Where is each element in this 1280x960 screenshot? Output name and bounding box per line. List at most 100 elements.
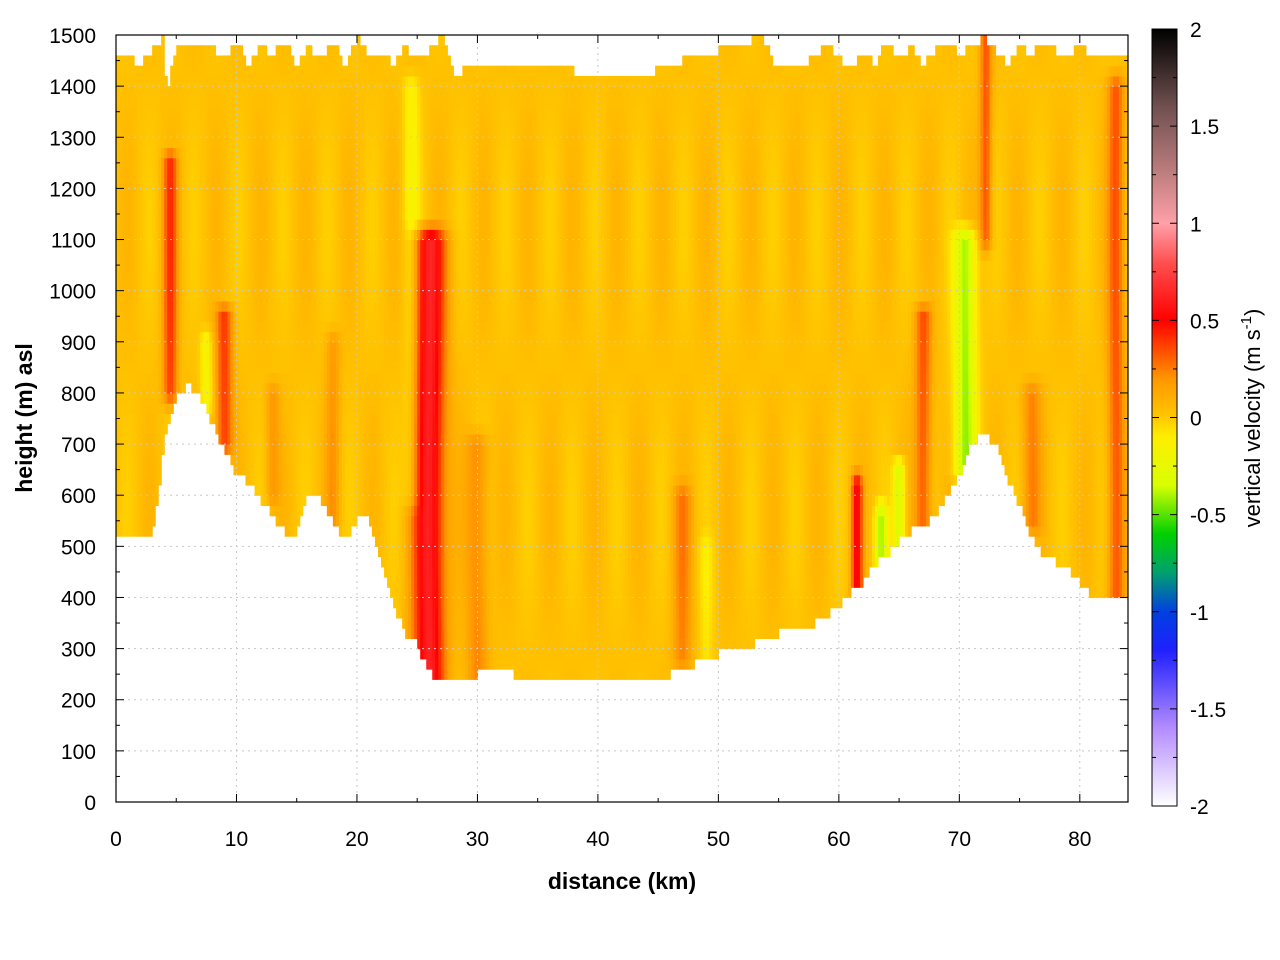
heat-cell	[441, 403, 445, 414]
heat-cell	[414, 290, 418, 302]
heat-cell	[320, 423, 325, 435]
heat-cell	[402, 607, 406, 619]
heat-cell	[146, 65, 150, 77]
heat-cell	[215, 75, 219, 87]
heat-cell	[359, 55, 364, 67]
heat-cell	[185, 157, 189, 169]
heat-cell	[272, 65, 277, 77]
heat-cell	[287, 352, 292, 363]
heat-cell	[125, 352, 129, 363]
heat-cell	[335, 239, 340, 251]
heat-cell	[281, 229, 286, 241]
heat-cell	[423, 566, 427, 578]
heat-cell	[158, 433, 162, 445]
heat-cell	[212, 311, 216, 322]
heat-cell	[426, 454, 430, 466]
heat-cell	[254, 86, 259, 97]
heat-cell	[299, 341, 304, 353]
heat-cell	[332, 259, 337, 271]
heat-cell	[158, 341, 162, 353]
heat-cell	[429, 587, 433, 599]
heat-cell	[242, 300, 247, 312]
heat-cell	[432, 219, 436, 230]
heat-cell	[347, 65, 352, 77]
heat-cell	[248, 198, 253, 210]
heat-cell	[296, 474, 301, 486]
heat-cell	[191, 167, 195, 179]
heat-cell	[414, 362, 418, 374]
heat-cell	[438, 352, 442, 363]
heat-cell	[399, 290, 403, 302]
heat-cell	[164, 96, 168, 108]
heat-cell	[335, 362, 340, 374]
heat-cell	[143, 433, 147, 445]
heat-cell	[311, 331, 316, 343]
heat-cell	[402, 219, 406, 230]
heat-cell	[381, 147, 385, 159]
heat-cell	[239, 45, 244, 57]
heat-cell	[305, 300, 310, 312]
heat-cell	[155, 167, 159, 179]
heat-cell	[290, 484, 295, 496]
heat-cell	[281, 433, 286, 445]
heat-cell	[396, 454, 400, 466]
heat-cell	[125, 515, 129, 527]
heat-cell	[284, 341, 289, 353]
heat-cell	[350, 178, 355, 189]
heat-cell	[269, 300, 274, 312]
heat-cell	[260, 229, 265, 241]
heat-cell	[203, 249, 207, 261]
heat-cell	[323, 331, 328, 343]
heat-cell	[254, 157, 259, 169]
heat-cell	[341, 433, 346, 445]
heat-cell	[275, 178, 280, 189]
heat-cell	[119, 127, 123, 138]
heat-cell	[188, 75, 192, 87]
heat-cell	[215, 290, 219, 302]
heat-cell	[399, 198, 403, 210]
heat-cell	[260, 341, 265, 353]
heat-cell	[323, 454, 328, 466]
heat-cell	[293, 505, 298, 517]
heat-cell	[158, 116, 162, 128]
heat-cell	[161, 290, 165, 302]
heat-cell	[287, 484, 292, 496]
heat-cell	[155, 341, 159, 353]
heat-cell	[393, 259, 397, 271]
heat-cell	[362, 382, 367, 394]
heat-cell	[393, 249, 397, 261]
heat-cell	[290, 259, 295, 271]
heat-cell	[230, 188, 235, 200]
heat-cell	[393, 413, 397, 425]
heat-cell	[426, 341, 430, 353]
heat-cell	[266, 474, 271, 486]
heat-cell	[390, 219, 394, 230]
heat-cell	[269, 259, 274, 271]
heat-cell	[326, 75, 331, 87]
heat-cell	[236, 403, 241, 414]
heat-cell	[278, 86, 283, 97]
heat-cell	[188, 352, 192, 363]
heat-cell	[341, 341, 346, 353]
heat-cell	[320, 341, 325, 353]
heat-cell	[390, 382, 394, 394]
heat-cell	[281, 331, 286, 343]
heat-cell	[441, 372, 445, 384]
heat-cell	[119, 75, 123, 87]
heat-cell	[350, 45, 355, 57]
heat-cell	[248, 270, 253, 282]
heat-cell	[209, 55, 213, 67]
heat-cell	[185, 45, 189, 57]
heat-cell	[344, 321, 349, 333]
heat-cell	[179, 75, 183, 87]
heat-cell	[281, 300, 286, 312]
heat-cell	[242, 331, 247, 343]
heat-cell	[122, 341, 126, 353]
heat-cell	[236, 96, 241, 108]
heat-cell	[356, 55, 361, 67]
heat-cell	[350, 321, 355, 333]
heat-cell	[137, 454, 141, 466]
heat-cell	[215, 270, 219, 282]
heat-cell	[125, 454, 129, 466]
heat-cell	[218, 106, 223, 118]
